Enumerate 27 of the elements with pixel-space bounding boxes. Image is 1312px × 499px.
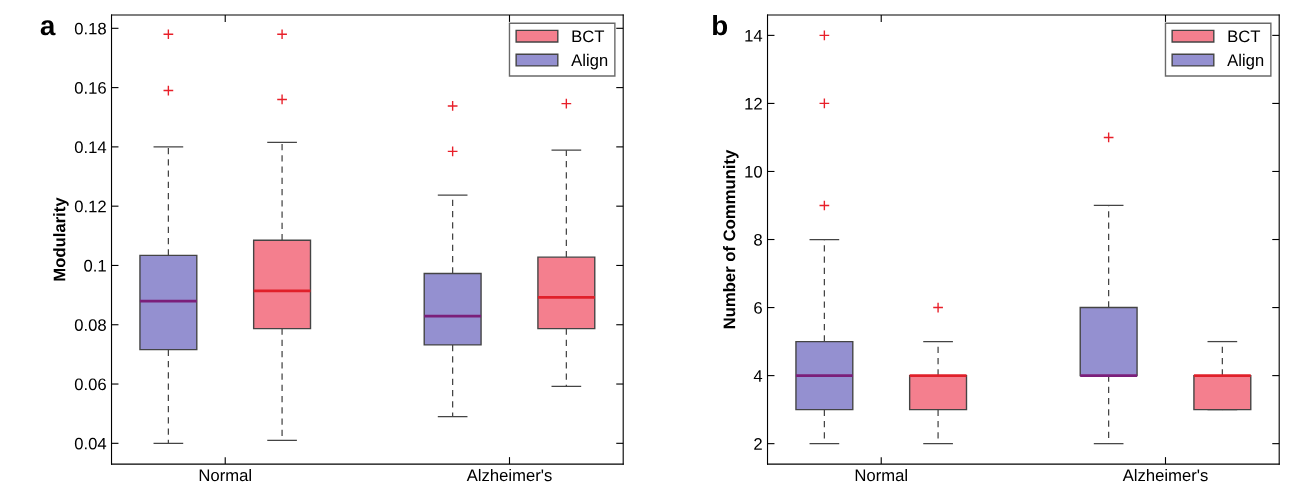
text: b bbox=[713, 14, 728, 36]
y-tick-label: 0.16 bbox=[74, 82, 106, 94]
y-tick-label: 0.12 bbox=[74, 200, 106, 213]
y-tick-label: 14 bbox=[745, 29, 763, 42]
legend-label: BCT bbox=[572, 30, 605, 43]
legend-label: BCT bbox=[1228, 30, 1261, 43]
x-tick-label: Alzheimer's bbox=[466, 468, 552, 482]
y-tick-label: 4 bbox=[753, 370, 763, 382]
x-tick-label: Alzheimer's bbox=[1122, 468, 1208, 482]
y-tick-label: 0.04 bbox=[74, 437, 107, 450]
x-tick-label: Normal bbox=[199, 468, 251, 482]
y-tick-label: 0.06 bbox=[74, 378, 106, 391]
y-axis-title: Modularity bbox=[53, 197, 69, 281]
legend-label: Align bbox=[1227, 53, 1264, 70]
y-tick-label: 0.18 bbox=[74, 22, 106, 35]
y-tick-label: 2 bbox=[754, 438, 762, 450]
y-tick-label: 0.1 bbox=[84, 259, 106, 272]
y-tick-label: 8 bbox=[754, 233, 762, 246]
y-tick-label: 10 bbox=[745, 165, 763, 178]
legend-label: Align bbox=[571, 53, 608, 70]
y-tick-label: 0.08 bbox=[74, 319, 106, 331]
y-tick-label: 6 bbox=[754, 301, 762, 314]
text: a bbox=[40, 20, 56, 36]
y-tick-label: 12 bbox=[745, 97, 762, 110]
y-tick-label: 0.14 bbox=[74, 141, 107, 154]
y-axis-title: Number of Community bbox=[723, 149, 739, 329]
x-tick-label: Normal bbox=[855, 468, 907, 482]
